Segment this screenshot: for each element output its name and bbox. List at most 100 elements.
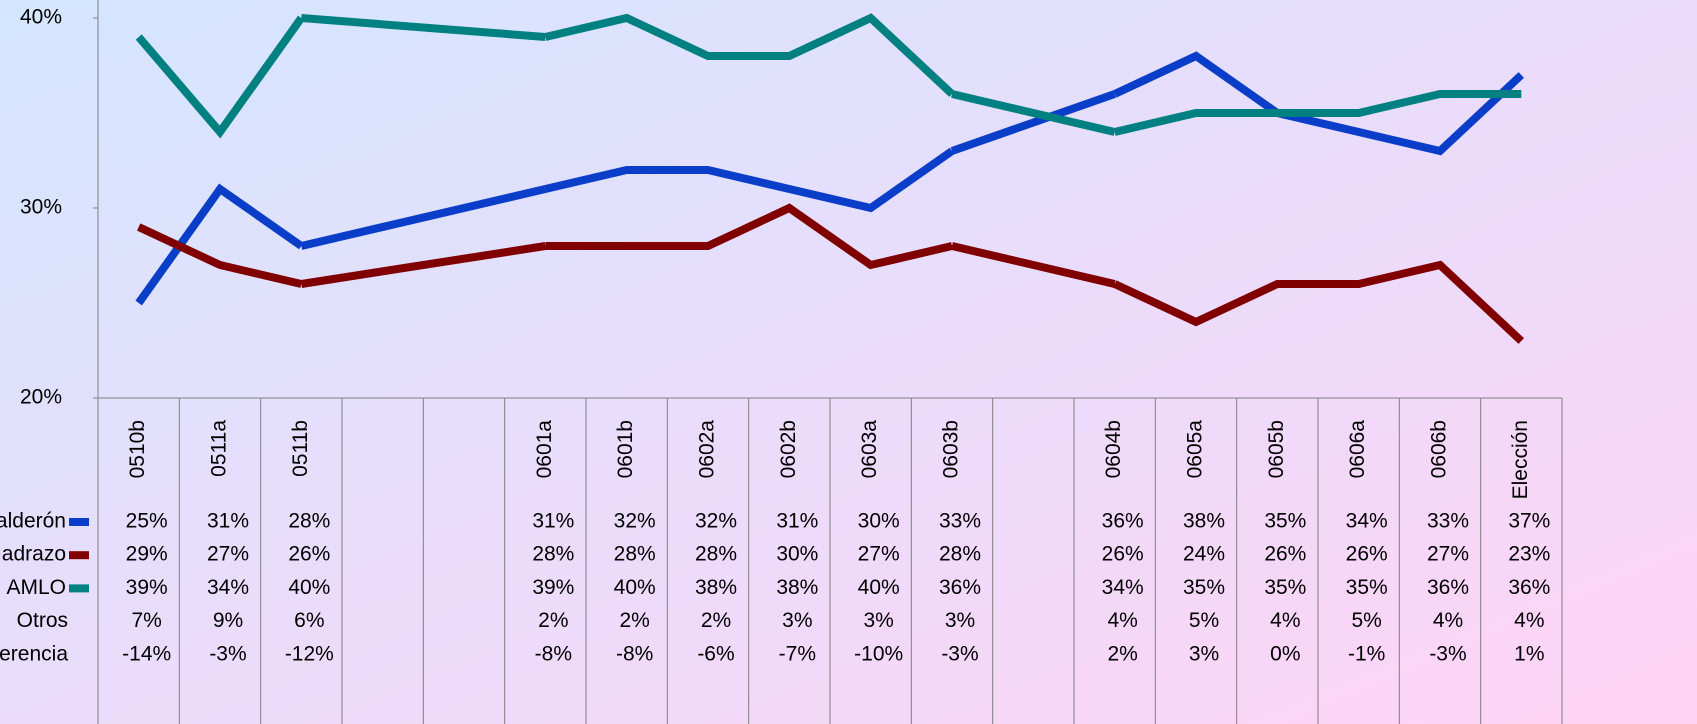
gap-bridge <box>950 90 1116 155</box>
table-cell: -10% <box>854 642 903 665</box>
table-cell: 35% <box>1264 576 1306 599</box>
table-cell: 25% <box>126 510 168 533</box>
table-cell: 23% <box>1508 543 1550 566</box>
table-cell: 4% <box>1270 609 1300 632</box>
table-cell: 38% <box>776 576 818 599</box>
table-cell: 34% <box>1346 510 1388 533</box>
table-cell: 33% <box>939 510 981 533</box>
table-cell: 38% <box>1183 510 1225 533</box>
table-cell: -14% <box>122 642 171 665</box>
table-cell: 26% <box>1346 543 1388 566</box>
table-cell: 30% <box>858 510 900 533</box>
table-cell: 31% <box>207 510 249 533</box>
table-cell: -3% <box>1429 642 1466 665</box>
table-row-label: AMLO <box>6 576 66 599</box>
gap-bridge <box>300 242 546 288</box>
table-cell: -3% <box>941 642 978 665</box>
y-tick-label: 30% <box>20 196 62 219</box>
table-cell: 5% <box>1189 609 1219 632</box>
table-cell: 28% <box>614 543 656 566</box>
table-cell: 27% <box>1427 543 1469 566</box>
table-cell: -6% <box>697 642 734 665</box>
table-cell: 26% <box>1264 543 1306 566</box>
table-cell: 2% <box>701 609 731 632</box>
table-cell: 3% <box>1189 642 1219 665</box>
table-cell: 36% <box>1508 576 1550 599</box>
table-cell: 38% <box>695 576 737 599</box>
table-cell: 1% <box>1514 642 1544 665</box>
table-cell: -12% <box>285 642 334 665</box>
table-cell: 34% <box>207 576 249 599</box>
table-row-label: Madrazo <box>0 543 66 566</box>
gap-bridge <box>951 90 1116 136</box>
table-cell: 30% <box>776 543 818 566</box>
x-tick-label: 0602a <box>696 420 719 479</box>
table-cell: 35% <box>1264 510 1306 533</box>
x-tick-label: 0602b <box>777 420 800 478</box>
gap-bridge <box>301 14 546 41</box>
series-line <box>137 203 1525 344</box>
table-cell: 29% <box>126 543 168 566</box>
x-tick-label: Elección <box>1509 420 1532 499</box>
y-tick-label: 20% <box>20 386 62 409</box>
table-cell: 27% <box>207 543 249 566</box>
x-tick-label: 0603b <box>940 420 963 478</box>
table-cell: 3% <box>782 609 812 632</box>
table-cell: 4% <box>1433 609 1463 632</box>
x-tick-label: 0510b <box>126 420 149 478</box>
table-cell: 36% <box>1427 576 1469 599</box>
table-cell: 32% <box>614 510 656 533</box>
table-cell: 33% <box>1427 510 1469 533</box>
table-cell: 32% <box>695 510 737 533</box>
legend-key <box>69 551 89 560</box>
table-cell: 28% <box>532 543 574 566</box>
x-tick-label: 0601b <box>614 420 637 478</box>
table-row-label: Otros <box>17 609 68 632</box>
table-cell: 9% <box>213 609 243 632</box>
table-cell: 39% <box>126 576 168 599</box>
table-cell: 40% <box>288 576 330 599</box>
table-cell: 5% <box>1351 609 1381 632</box>
x-tick-label: 0601a <box>533 420 556 479</box>
legend-key <box>69 584 89 593</box>
table-cell: -8% <box>535 642 572 665</box>
table-cell: 3% <box>863 609 893 632</box>
table-cell: 2% <box>1107 642 1137 665</box>
table-cell: 7% <box>131 609 161 632</box>
table-cell: 35% <box>1346 576 1388 599</box>
x-tick-label: 0605a <box>1184 420 1207 479</box>
x-tick-label: 0511b <box>289 420 312 477</box>
table-cell: 31% <box>776 510 818 533</box>
table-cell: 2% <box>538 609 568 632</box>
table-cell: 26% <box>1102 543 1144 566</box>
table-cell: -8% <box>616 642 653 665</box>
table-cell: -3% <box>209 642 246 665</box>
table-cell: 28% <box>939 543 981 566</box>
table-cell: 3% <box>945 609 975 632</box>
table-cell: -7% <box>779 642 816 665</box>
table-cell: 36% <box>939 576 981 599</box>
table-cell: 34% <box>1102 576 1144 599</box>
table-cell: 24% <box>1183 543 1225 566</box>
x-tick-label: 0604b <box>1102 420 1125 478</box>
series-line <box>135 51 1525 306</box>
x-tick-label: 0606a <box>1346 420 1369 479</box>
gap-bridge <box>300 185 547 250</box>
x-tick-label: 0606b <box>1428 420 1451 478</box>
table-cell: 26% <box>288 543 330 566</box>
table-cell: 4% <box>1514 609 1544 632</box>
table-cell: 28% <box>288 510 330 533</box>
x-tick-label: 0603a <box>858 420 881 479</box>
table-cell: 6% <box>294 609 324 632</box>
table-cell: 39% <box>532 576 574 599</box>
table-cell: 31% <box>532 510 574 533</box>
table-row-label: Diferencia <box>0 642 68 665</box>
x-tick-label: 0511a <box>208 420 231 477</box>
table-cell: 37% <box>1508 510 1550 533</box>
x-tick-label: 0605b <box>1265 420 1288 478</box>
table-cell: 35% <box>1183 576 1225 599</box>
table-cell: 0% <box>1270 642 1300 665</box>
y-tick-label: 40% <box>20 6 62 29</box>
